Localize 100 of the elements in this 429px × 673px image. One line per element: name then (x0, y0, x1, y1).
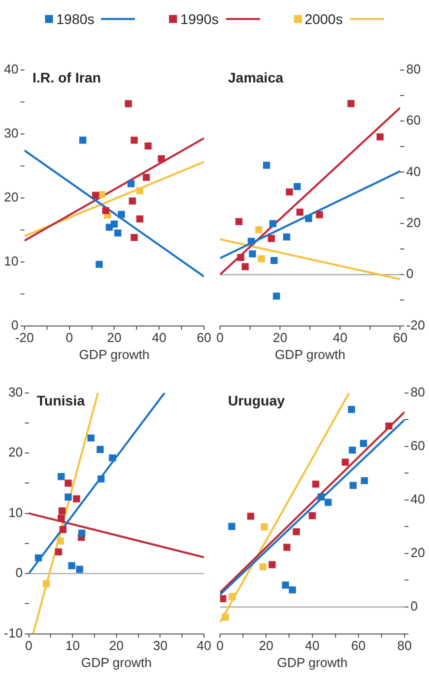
y-tick-label: 80 (406, 61, 421, 76)
point (56, 537, 64, 545)
x-tick-label: 20 (106, 330, 122, 346)
point (68, 562, 76, 570)
point (268, 561, 276, 568)
x-tick-label: 20 (258, 638, 274, 654)
x-axis-title: GDP growth (81, 654, 152, 670)
x-tick-label: 60 (392, 330, 408, 346)
x-axis-title: GDP growth (276, 654, 348, 670)
chart-title: Jamaica (228, 70, 284, 86)
point (347, 100, 354, 108)
x-tick-label: 30 (152, 638, 168, 654)
point (130, 234, 138, 242)
y-tick-label: 60 (410, 438, 426, 453)
chart-title: Uruguay (228, 392, 285, 409)
x-tick-label: 10 (65, 638, 80, 654)
point (324, 498, 332, 506)
point (108, 454, 116, 462)
chart-title: I.R. of Iran (32, 70, 101, 86)
point (228, 593, 236, 600)
point (34, 554, 42, 562)
y-tick-label: 40 (4, 61, 18, 76)
point (118, 210, 125, 218)
point (282, 582, 290, 589)
point (58, 473, 65, 480)
x-tick-label: 40 (152, 330, 166, 346)
point (73, 495, 80, 502)
point (220, 595, 226, 602)
point (269, 220, 276, 228)
point (283, 233, 290, 241)
point (128, 180, 135, 188)
point (268, 234, 275, 242)
point (130, 136, 138, 144)
point (242, 263, 249, 270)
y-tick-label: -10 (4, 625, 23, 640)
point (376, 133, 384, 140)
point (78, 530, 86, 537)
y-tick-label: 60 (406, 112, 421, 128)
x-tick-label: 0 (66, 330, 73, 346)
point (316, 211, 323, 218)
point (110, 220, 118, 228)
point (305, 215, 312, 222)
point (92, 192, 100, 199)
point (142, 174, 150, 181)
point (385, 422, 392, 430)
point (235, 218, 242, 226)
point (247, 512, 254, 520)
legend-label: 1990s (180, 11, 219, 27)
point (144, 142, 152, 150)
y-tick-label: 10 (4, 253, 18, 268)
x-tick-label: 40 (196, 638, 212, 654)
point (98, 475, 105, 482)
x-tick-label: 60 (196, 330, 212, 346)
point (350, 482, 357, 489)
point (96, 260, 103, 268)
legend-label: 2000s (304, 11, 343, 27)
point (128, 197, 136, 205)
point (286, 188, 293, 196)
point (42, 580, 50, 588)
point (270, 256, 278, 264)
y-tick-label: 0 (16, 565, 23, 580)
point (158, 155, 165, 162)
point (58, 514, 65, 522)
point (296, 208, 304, 216)
point (64, 493, 72, 501)
y-tick-label: 40 (410, 491, 426, 506)
point (64, 480, 72, 487)
point (292, 528, 300, 536)
point (96, 446, 104, 453)
x-tick-label: 20 (272, 330, 288, 346)
y-tick-label: 30 (4, 125, 18, 140)
point (102, 207, 110, 214)
point (58, 507, 66, 514)
point (136, 187, 144, 194)
point (59, 526, 66, 534)
y-tick-label: 20 (8, 444, 23, 460)
point (79, 136, 86, 144)
y-tick-label: 0 (406, 266, 414, 282)
point (55, 548, 62, 556)
chart-title: Tunisia (36, 392, 85, 409)
point (348, 446, 356, 454)
point (312, 480, 320, 488)
point (237, 254, 244, 261)
point (258, 255, 265, 262)
point (342, 458, 349, 466)
point (283, 544, 290, 551)
point (318, 493, 325, 500)
y-tick-label: 30 (8, 384, 23, 400)
point (272, 292, 280, 300)
x-tick-label: 60 (351, 638, 366, 654)
x-tick-label: 0 (216, 638, 224, 654)
point (360, 440, 368, 447)
point (222, 614, 229, 621)
x-tick-label: 0 (25, 638, 32, 654)
point (255, 226, 262, 234)
point (76, 566, 84, 573)
point (360, 477, 368, 484)
point (260, 523, 268, 530)
x-tick-label: 0 (216, 330, 224, 346)
x-axis-title: GDP growth (78, 346, 150, 362)
